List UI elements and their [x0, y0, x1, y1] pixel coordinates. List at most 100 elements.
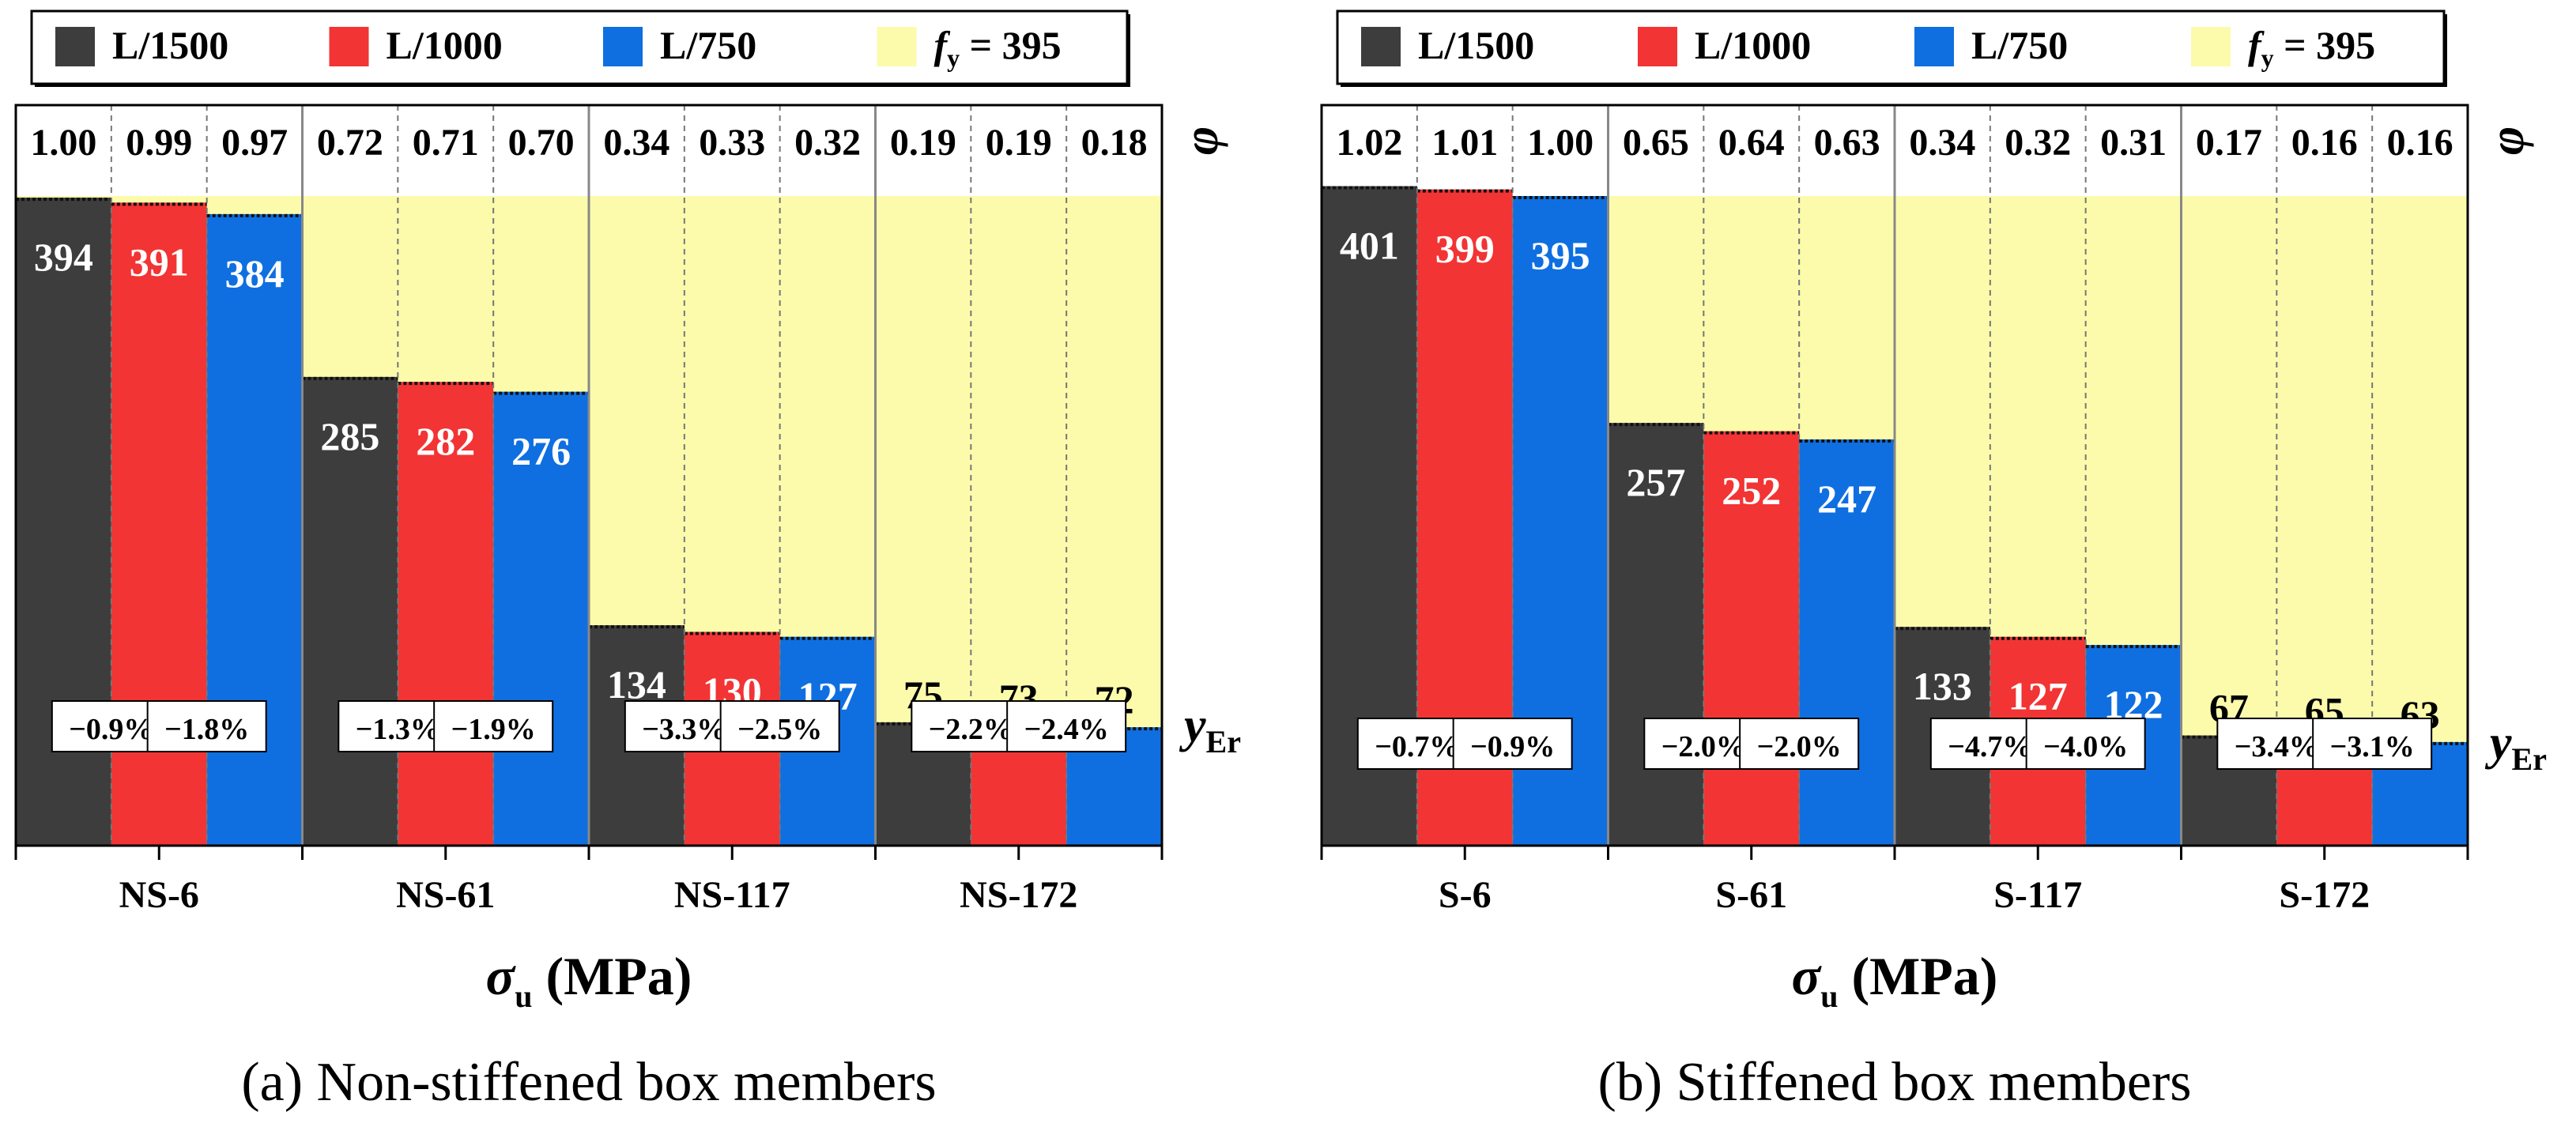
error-value: −1.8% [164, 713, 249, 746]
fy-value: = 395 [2274, 23, 2376, 67]
error-value: −1.3% [356, 713, 440, 746]
x-axis-title: σu (MPa) [486, 946, 692, 1014]
error-box [1006, 700, 1127, 752]
error-value: −2.5% [737, 713, 822, 746]
phi-value: 0.64 [1718, 122, 1785, 164]
fy-value: = 395 [960, 23, 1062, 67]
bar-ns-61-l-1500 [302, 376, 398, 846]
phi-value: 0.33 [699, 122, 765, 164]
x-axis-symbol: σ [486, 946, 517, 1006]
legend-label: L/1500 [1418, 23, 1534, 67]
error-box [1739, 718, 1860, 770]
panel-caption: (a) Non-stiffened box members [241, 1052, 936, 1113]
bar-value-label: 401 [1340, 224, 1399, 268]
phi-value: 0.16 [2291, 122, 2358, 164]
phi-value: 0.16 [2387, 122, 2453, 164]
legend-box [30, 9, 1129, 85]
fy-symbol: f [934, 23, 951, 67]
phi-value: 0.72 [317, 122, 383, 164]
category-label: NS-172 [960, 874, 1077, 916]
legend-swatch-l-1000 [329, 27, 369, 66]
bar-value-label: 285 [320, 414, 379, 458]
bar-s-61-l-1000 [1703, 431, 1800, 846]
yer-symbol: y [1179, 699, 1206, 752]
bar-value-label: 133 [1913, 664, 1972, 708]
error-box [719, 700, 840, 752]
error-value: −3.1% [2330, 730, 2415, 763]
legend-label: L/1000 [1695, 23, 1811, 67]
error-value: −3.4% [2235, 730, 2319, 763]
legend-label: L/750 [660, 23, 756, 67]
x-axis-symbol: σ [1792, 946, 1823, 1006]
bar-value-label: 252 [1722, 469, 1781, 513]
category-label: NS-61 [396, 874, 495, 916]
phi-value: 0.70 [508, 122, 575, 164]
bar-value-label: 247 [1817, 477, 1876, 521]
phi-axis-label: φ [2480, 126, 2534, 155]
bar-value-label: 399 [1435, 227, 1495, 271]
phi-value: 0.31 [2100, 122, 2167, 164]
bar-value-label: 134 [607, 662, 666, 707]
phi-value: 0.32 [794, 122, 861, 164]
x-axis-unit: (MPa) [532, 946, 692, 1006]
error-box [1452, 718, 1573, 770]
legend-swatch-l-1500 [1361, 27, 1401, 66]
bar-value-label: 257 [1626, 460, 1685, 504]
error-value: −0.9% [1470, 730, 1555, 763]
bar-s-61-l-750 [1799, 439, 1895, 846]
phi-value: 0.34 [603, 122, 669, 164]
error-value: −4.0% [2043, 730, 2128, 763]
error-box [433, 700, 554, 752]
legend-label: L/750 [1971, 23, 2068, 67]
phi-value: 1.01 [1431, 122, 1498, 164]
legend: L/1500 L/1000 L/750 fy = 395 [1336, 9, 2447, 87]
phi-value: 0.18 [1081, 122, 1148, 164]
fy-symbol: f [2248, 23, 2265, 67]
legend-label: L/1000 [387, 23, 503, 67]
legend-swatch-l-750 [603, 27, 643, 66]
legend-swatch-fy [2191, 27, 2231, 66]
phi-value: 0.32 [2005, 122, 2071, 164]
error-box [2025, 718, 2146, 770]
yer-symbol: y [2484, 716, 2512, 770]
category-label: S-61 [1715, 874, 1787, 916]
error-value: −2.0% [1757, 730, 1842, 763]
error-value: −3.3% [642, 713, 726, 746]
x-axis-subscript: u [515, 978, 532, 1014]
x-axis-subscript: u [1820, 978, 1838, 1014]
legend-swatch-l-750 [1914, 27, 1954, 66]
legend-label-fy: fy = 395 [934, 23, 1062, 72]
legend-swatch-fy [877, 27, 917, 66]
legend: L/1500 L/1000 L/750 fy = 395 [30, 9, 1130, 87]
error-value: −4.7% [1948, 730, 2032, 763]
legend-box [1336, 9, 2446, 85]
phi-value: 0.34 [1909, 122, 1975, 164]
y-er-axis-label: yEr [2484, 716, 2547, 777]
bar-value-label: 394 [34, 235, 93, 279]
y-er-axis-label: yEr [1179, 699, 1241, 760]
yer-subscript: Er [1206, 724, 1241, 760]
category-label: S-6 [1439, 874, 1492, 916]
legend-label: L/1500 [112, 23, 228, 67]
phi-value: 0.99 [126, 122, 192, 164]
panel-caption: (b) Stiffened box members [1597, 1052, 2191, 1113]
bar-s-61-l-1500 [1608, 423, 1704, 846]
error-box [146, 700, 267, 752]
x-axis-title: σu (MPa) [1792, 946, 1998, 1014]
fy-subscript: y [947, 43, 960, 72]
yer-subscript: Er [2512, 741, 2547, 777]
error-value: −2.4% [1024, 713, 1109, 746]
phi-value: 1.00 [1527, 122, 1593, 164]
bar-value-label: 384 [225, 251, 285, 296]
phi-value: 0.17 [2196, 122, 2262, 164]
legend-swatch-l-1000 [1638, 27, 1677, 66]
error-value: −0.9% [69, 713, 153, 746]
bar-value-label: 282 [416, 419, 475, 463]
phi-value: 0.65 [1623, 122, 1689, 164]
bar-ns-61-l-750 [493, 391, 589, 846]
phi-value: 0.19 [986, 122, 1052, 164]
